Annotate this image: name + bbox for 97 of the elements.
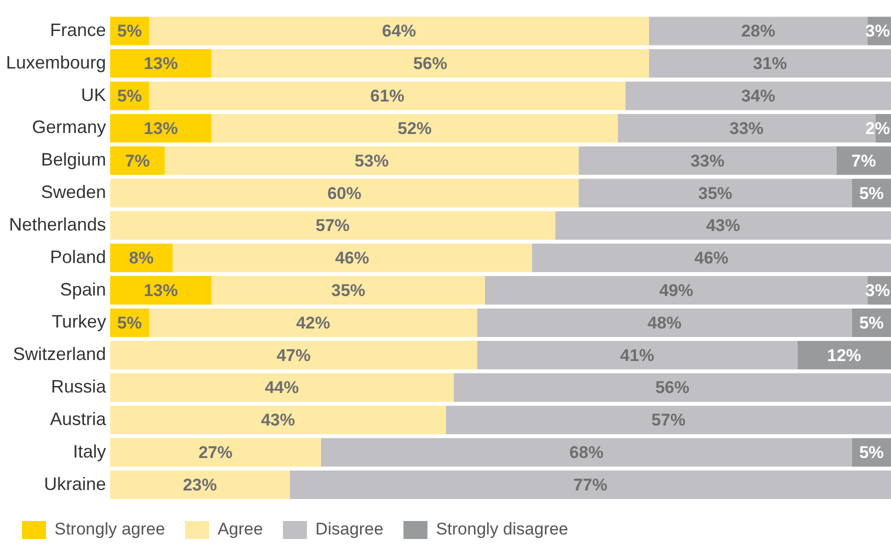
data-label: 8% xyxy=(129,248,154,268)
y-tick-label: Netherlands xyxy=(9,214,106,234)
y-tick-label: Russia xyxy=(51,376,108,397)
bar xyxy=(164,146,579,175)
data-label: 31% xyxy=(752,54,787,74)
data-label: 68% xyxy=(569,443,604,462)
y-tick-label: Luxembourg xyxy=(6,52,106,72)
data-label: 48% xyxy=(648,313,682,332)
y-tick-label: Ukraine xyxy=(44,474,106,494)
data-label: 5% xyxy=(117,313,142,332)
data-label: 60% xyxy=(327,184,362,203)
bar xyxy=(110,438,321,467)
data-label: 64% xyxy=(382,22,416,41)
y-tick-label: Sweden xyxy=(41,182,106,202)
data-label: 5% xyxy=(117,86,142,106)
data-label: 3% xyxy=(865,22,890,41)
data-label: 35% xyxy=(698,184,732,203)
data-label: 5% xyxy=(117,22,142,41)
data-label: 7% xyxy=(125,151,150,170)
data-label: 41% xyxy=(620,346,654,365)
data-label: 56% xyxy=(655,378,690,398)
bar xyxy=(110,178,579,208)
data-label: 46% xyxy=(694,248,728,268)
bar xyxy=(555,211,891,240)
data-label: 43% xyxy=(706,216,740,236)
data-label: 5% xyxy=(859,184,884,203)
data-label: 13% xyxy=(144,54,178,74)
bar xyxy=(212,49,649,78)
y-tick-label: Germany xyxy=(32,117,106,138)
bar xyxy=(110,406,446,434)
data-label: 34% xyxy=(741,86,776,106)
data-label: 2% xyxy=(865,118,890,138)
data-label: 33% xyxy=(730,118,764,138)
bar xyxy=(836,146,891,175)
data-label: 12% xyxy=(827,346,862,365)
data-label: 13% xyxy=(144,281,178,300)
bar xyxy=(454,373,891,402)
legend-label: Agree xyxy=(218,520,263,539)
data-label: 56% xyxy=(413,54,448,74)
data-label: 57% xyxy=(651,410,686,430)
bar xyxy=(149,308,478,337)
legend-label: Strongly agree xyxy=(54,520,166,539)
data-label: 23% xyxy=(182,475,217,494)
y-tick-label: Poland xyxy=(50,246,106,267)
y-tick-label: Italy xyxy=(73,441,106,462)
bar xyxy=(212,114,618,143)
legend-label: Strongly disagree xyxy=(436,520,568,539)
data-label: 77% xyxy=(573,475,608,494)
bar xyxy=(172,244,532,272)
data-label: 5% xyxy=(859,313,884,332)
bar xyxy=(797,340,891,370)
data-label: 42% xyxy=(296,313,330,332)
bar xyxy=(110,114,212,143)
y-tick-label: Switzerland xyxy=(13,344,106,364)
y-tick-label: Austria xyxy=(50,408,108,429)
data-label: 43% xyxy=(260,410,295,430)
data-label: 53% xyxy=(354,151,389,170)
bar xyxy=(149,82,626,110)
bar xyxy=(625,82,891,110)
bar xyxy=(446,406,891,434)
data-label: 28% xyxy=(741,22,776,41)
data-label: 46% xyxy=(335,248,370,268)
y-tick-label: Turkey xyxy=(52,312,106,332)
data-label: 47% xyxy=(276,346,311,365)
data-label: 5% xyxy=(859,443,884,462)
data-label: 27% xyxy=(198,443,233,462)
bar xyxy=(110,276,212,305)
data-label: 3% xyxy=(865,281,890,300)
data-label: 13% xyxy=(144,118,178,138)
bar xyxy=(477,340,798,370)
bar xyxy=(532,244,891,272)
data-label: 35% xyxy=(331,281,366,300)
bar xyxy=(110,211,556,240)
bar xyxy=(110,340,478,370)
data-label: 52% xyxy=(398,118,432,138)
data-label: 61% xyxy=(370,86,404,106)
bar xyxy=(578,146,836,175)
legend-label: Disagree xyxy=(315,520,384,539)
y-tick-label: Belgium xyxy=(41,150,106,170)
y-tick-label: France xyxy=(50,20,106,40)
data-label: 33% xyxy=(690,151,724,170)
data-label: 7% xyxy=(851,151,876,170)
data-label: 57% xyxy=(316,216,350,236)
bar xyxy=(110,470,290,500)
bar xyxy=(648,49,891,78)
bar xyxy=(212,276,485,305)
y-tick-label: Spain xyxy=(60,279,106,300)
bar xyxy=(290,470,891,500)
bar xyxy=(578,178,852,208)
bar xyxy=(320,438,852,467)
data-label: 44% xyxy=(264,378,299,398)
bar xyxy=(110,373,454,402)
bar xyxy=(110,49,212,78)
bar xyxy=(149,16,649,46)
bar xyxy=(477,308,852,337)
y-tick-label: UK xyxy=(81,84,106,105)
data-label: 49% xyxy=(659,281,694,300)
